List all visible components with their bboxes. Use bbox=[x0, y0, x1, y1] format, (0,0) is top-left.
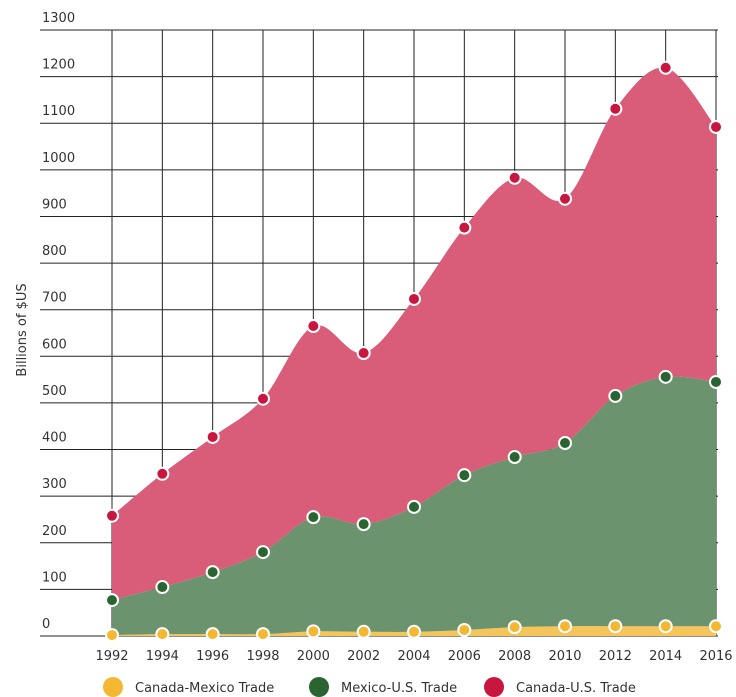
point bbox=[306, 624, 321, 639]
y-tick-label: 400 bbox=[42, 431, 67, 446]
x-tick-label: 2016 bbox=[699, 649, 732, 664]
y-tick-label: 200 bbox=[42, 524, 67, 539]
point bbox=[155, 580, 170, 595]
point bbox=[658, 60, 673, 75]
point bbox=[105, 593, 119, 608]
x-tick-label: 2008 bbox=[498, 649, 531, 664]
point bbox=[507, 170, 522, 185]
point bbox=[205, 627, 220, 642]
legend-label: Mexico-U.S. Trade bbox=[341, 681, 457, 696]
point bbox=[155, 627, 170, 642]
legend-label: Canada-Mexico Trade bbox=[135, 681, 274, 696]
point bbox=[356, 517, 371, 532]
point bbox=[709, 619, 723, 634]
x-tick-label: 1998 bbox=[246, 649, 279, 664]
x-tick-label: 1994 bbox=[146, 649, 179, 664]
point bbox=[507, 449, 522, 464]
point bbox=[256, 627, 270, 642]
point bbox=[608, 101, 623, 116]
point bbox=[105, 628, 119, 643]
point bbox=[155, 466, 170, 481]
area bbox=[112, 376, 716, 636]
point bbox=[256, 545, 270, 560]
point bbox=[407, 499, 421, 514]
x-tick-label: 2002 bbox=[347, 649, 380, 664]
point bbox=[306, 319, 321, 334]
point bbox=[105, 508, 119, 523]
point bbox=[407, 291, 421, 306]
point bbox=[658, 369, 673, 384]
y-tick-label: 500 bbox=[42, 384, 67, 399]
point bbox=[457, 622, 472, 637]
point bbox=[205, 429, 220, 444]
point bbox=[658, 619, 673, 634]
y-tick-label: 1000 bbox=[42, 151, 75, 166]
y-tick-label: 600 bbox=[42, 337, 67, 352]
point bbox=[507, 620, 522, 635]
point bbox=[356, 624, 371, 639]
y-tick-label: 1300 bbox=[42, 11, 75, 26]
y-axis-label: Billions of $US bbox=[15, 283, 30, 376]
point bbox=[306, 510, 321, 525]
y-tick-label: 900 bbox=[42, 197, 67, 212]
point bbox=[558, 436, 572, 451]
point bbox=[608, 388, 623, 403]
point bbox=[709, 374, 723, 389]
x-tick-label: 2010 bbox=[548, 649, 581, 664]
point bbox=[407, 624, 421, 639]
x-tick-label: 1996 bbox=[196, 649, 229, 664]
legend-swatch bbox=[309, 677, 329, 697]
x-tick-label: 1992 bbox=[95, 649, 128, 664]
legend-swatch bbox=[484, 677, 504, 697]
point bbox=[558, 619, 572, 634]
y-tick-label: 1200 bbox=[42, 58, 75, 73]
x-tick-label: 2004 bbox=[397, 649, 430, 664]
x-tick-label: 2006 bbox=[448, 649, 481, 664]
point bbox=[608, 619, 623, 634]
point bbox=[709, 119, 723, 134]
y-tick-label: 1100 bbox=[42, 104, 75, 119]
point bbox=[356, 346, 371, 361]
y-tick-label: 100 bbox=[42, 570, 67, 585]
point bbox=[457, 468, 472, 483]
point bbox=[256, 391, 270, 406]
x-tick-label: 2014 bbox=[649, 649, 682, 664]
point bbox=[205, 565, 220, 580]
y-tick-label: 300 bbox=[42, 477, 67, 492]
x-tick-label: 2012 bbox=[599, 649, 632, 664]
legend-label: Canada-U.S. Trade bbox=[516, 681, 636, 696]
y-tick-label: 0 bbox=[42, 617, 50, 632]
x-tick-label: 2000 bbox=[297, 649, 330, 664]
point bbox=[457, 220, 472, 235]
point bbox=[558, 191, 572, 206]
y-tick-label: 800 bbox=[42, 244, 67, 259]
legend-swatch bbox=[103, 677, 123, 697]
y-tick-label: 700 bbox=[42, 291, 67, 306]
